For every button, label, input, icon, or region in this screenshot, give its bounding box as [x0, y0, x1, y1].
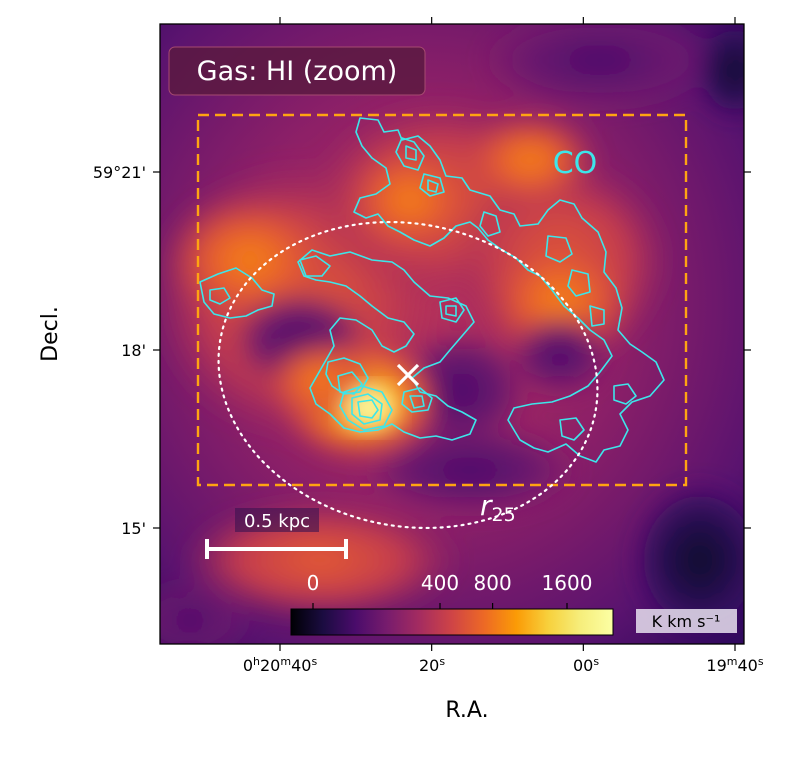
x-tick-4-d: s: [758, 655, 764, 668]
x-tick-3-b: s: [593, 655, 599, 668]
plot-frame: [159, 23, 745, 645]
x-tick-label-2: 20s: [419, 655, 445, 675]
center-marker: [396, 363, 420, 387]
x-tick-label-4: 19m40s: [706, 655, 763, 675]
colorbar-unit-bg: [636, 609, 737, 633]
x-tick-1-e: 40: [291, 656, 311, 675]
x-tick-1-a: 0: [243, 656, 253, 675]
scalebar-label-bg: [235, 508, 319, 532]
x-tick-1-d: m: [280, 655, 291, 668]
r25-label-main: r: [480, 489, 493, 522]
x-tick-3-a: 00: [573, 656, 593, 675]
colorbar-unit: K km s⁻¹: [652, 612, 721, 631]
x-tick-4-c: 40: [737, 656, 757, 675]
scalebar: [205, 539, 348, 559]
x-tick-2-a: 20: [419, 656, 439, 675]
y-axis-ticks: 59°21' 18' 15': [93, 163, 751, 538]
x-tick-4-b: m: [727, 655, 738, 668]
scalebar-label: 0.5 kpc: [244, 511, 310, 532]
x-tick-1-f: s: [311, 655, 317, 668]
colorbar-tick-label-3: 800: [474, 571, 512, 595]
x-tick-1-b: h: [253, 655, 260, 668]
x-tick-label-1: 0h20m40s: [243, 655, 318, 675]
r25-label-subscript: 25: [492, 504, 516, 526]
r25-label: r25: [480, 489, 516, 526]
co-footprint-box: [196, 113, 688, 487]
title-box: [168, 46, 426, 96]
chart-title: Gas: HI (zoom): [197, 56, 398, 87]
x-tick-2-b: s: [439, 655, 445, 668]
x-axis-label: R.A.: [445, 698, 488, 723]
x-tick-1-c: 20: [260, 656, 280, 675]
x-tick-4-a: 19: [706, 656, 726, 675]
hi-intensity-map: [160, 24, 744, 644]
y-axis-label: Decl.: [38, 306, 63, 362]
colorbar-tick-label-1: 0: [307, 571, 320, 595]
colorbar-tick-label-2: 400: [421, 571, 459, 595]
x-axis-ticks: [279, 17, 736, 651]
r25-ellipse: [217, 220, 599, 530]
co-box-label: CO: [553, 146, 598, 181]
co-contours: [199, 117, 665, 463]
x-tick-label-3: 00s: [573, 655, 599, 675]
y-tick-label-3: 15': [121, 519, 146, 538]
colorbar: [290, 608, 614, 636]
y-tick-label-2: 18': [121, 341, 146, 360]
y-tick-label-1: 59°21': [93, 163, 146, 182]
colorbar-ticks: 0 400 800 1600: [307, 571, 593, 609]
colorbar-tick-label-4: 1600: [542, 571, 593, 595]
